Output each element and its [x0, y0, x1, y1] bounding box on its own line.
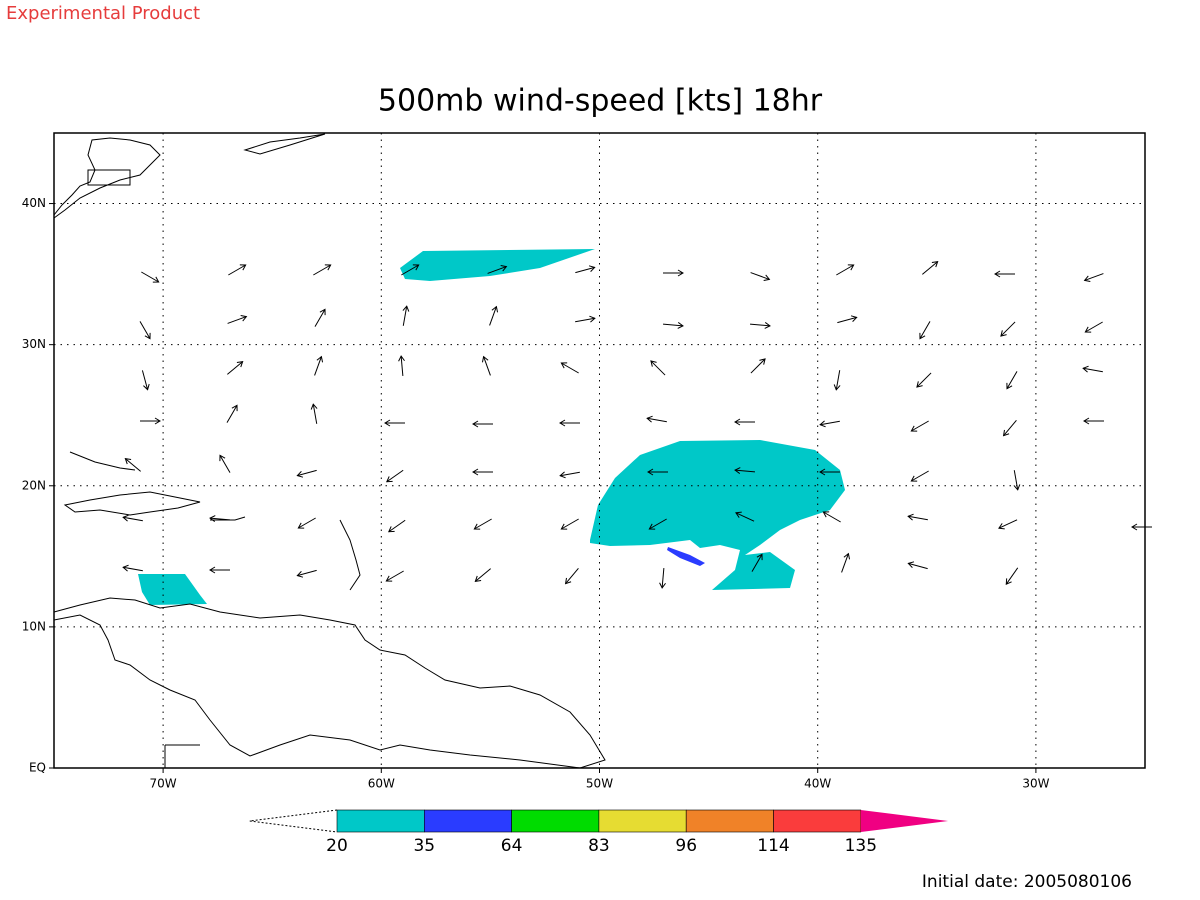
initial-date: Initial date: 2005080106 — [922, 872, 1132, 892]
lon-tick-label: 30W — [1022, 777, 1049, 791]
colorbar-segment — [336, 809, 425, 833]
colorbar-label: 96 — [675, 836, 697, 856]
shading — [138, 249, 845, 605]
lat-tick-label: 30N — [22, 337, 46, 351]
colorbar-label: 35 — [413, 836, 435, 856]
colorbar-label: 114 — [757, 836, 789, 856]
colorbar-segment — [773, 809, 862, 833]
lat-tick-label: 10N — [22, 619, 46, 633]
colorbar-segment — [598, 809, 687, 833]
lon-tick-label: 60W — [368, 777, 395, 791]
colorbar-label: 64 — [501, 836, 523, 856]
colorbar-segment — [511, 809, 600, 833]
colorbar-low — [249, 809, 338, 833]
plot-area — [53, 133, 1153, 769]
lat-tick-label: 20N — [22, 478, 46, 492]
coastline — [53, 133, 606, 769]
map-title: 500mb wind-speed [kts] 18hr — [378, 84, 823, 119]
colorbar-segment — [685, 809, 774, 833]
lat-tick-label: EQ — [29, 761, 46, 775]
lon-tick-label: 40W — [804, 777, 831, 791]
lon-tick-label: 70W — [150, 777, 177, 791]
colorbar-label: 83 — [588, 836, 610, 856]
lat-tick-label: 40N — [22, 196, 46, 210]
lon-tick-label: 50W — [586, 777, 613, 791]
colorbar-high — [860, 810, 949, 832]
colorbar-label: 20 — [326, 836, 348, 856]
product-tag: Experimental Product — [6, 3, 200, 24]
colorbar-segment — [423, 809, 512, 833]
colorbar-label: 135 — [845, 836, 877, 856]
